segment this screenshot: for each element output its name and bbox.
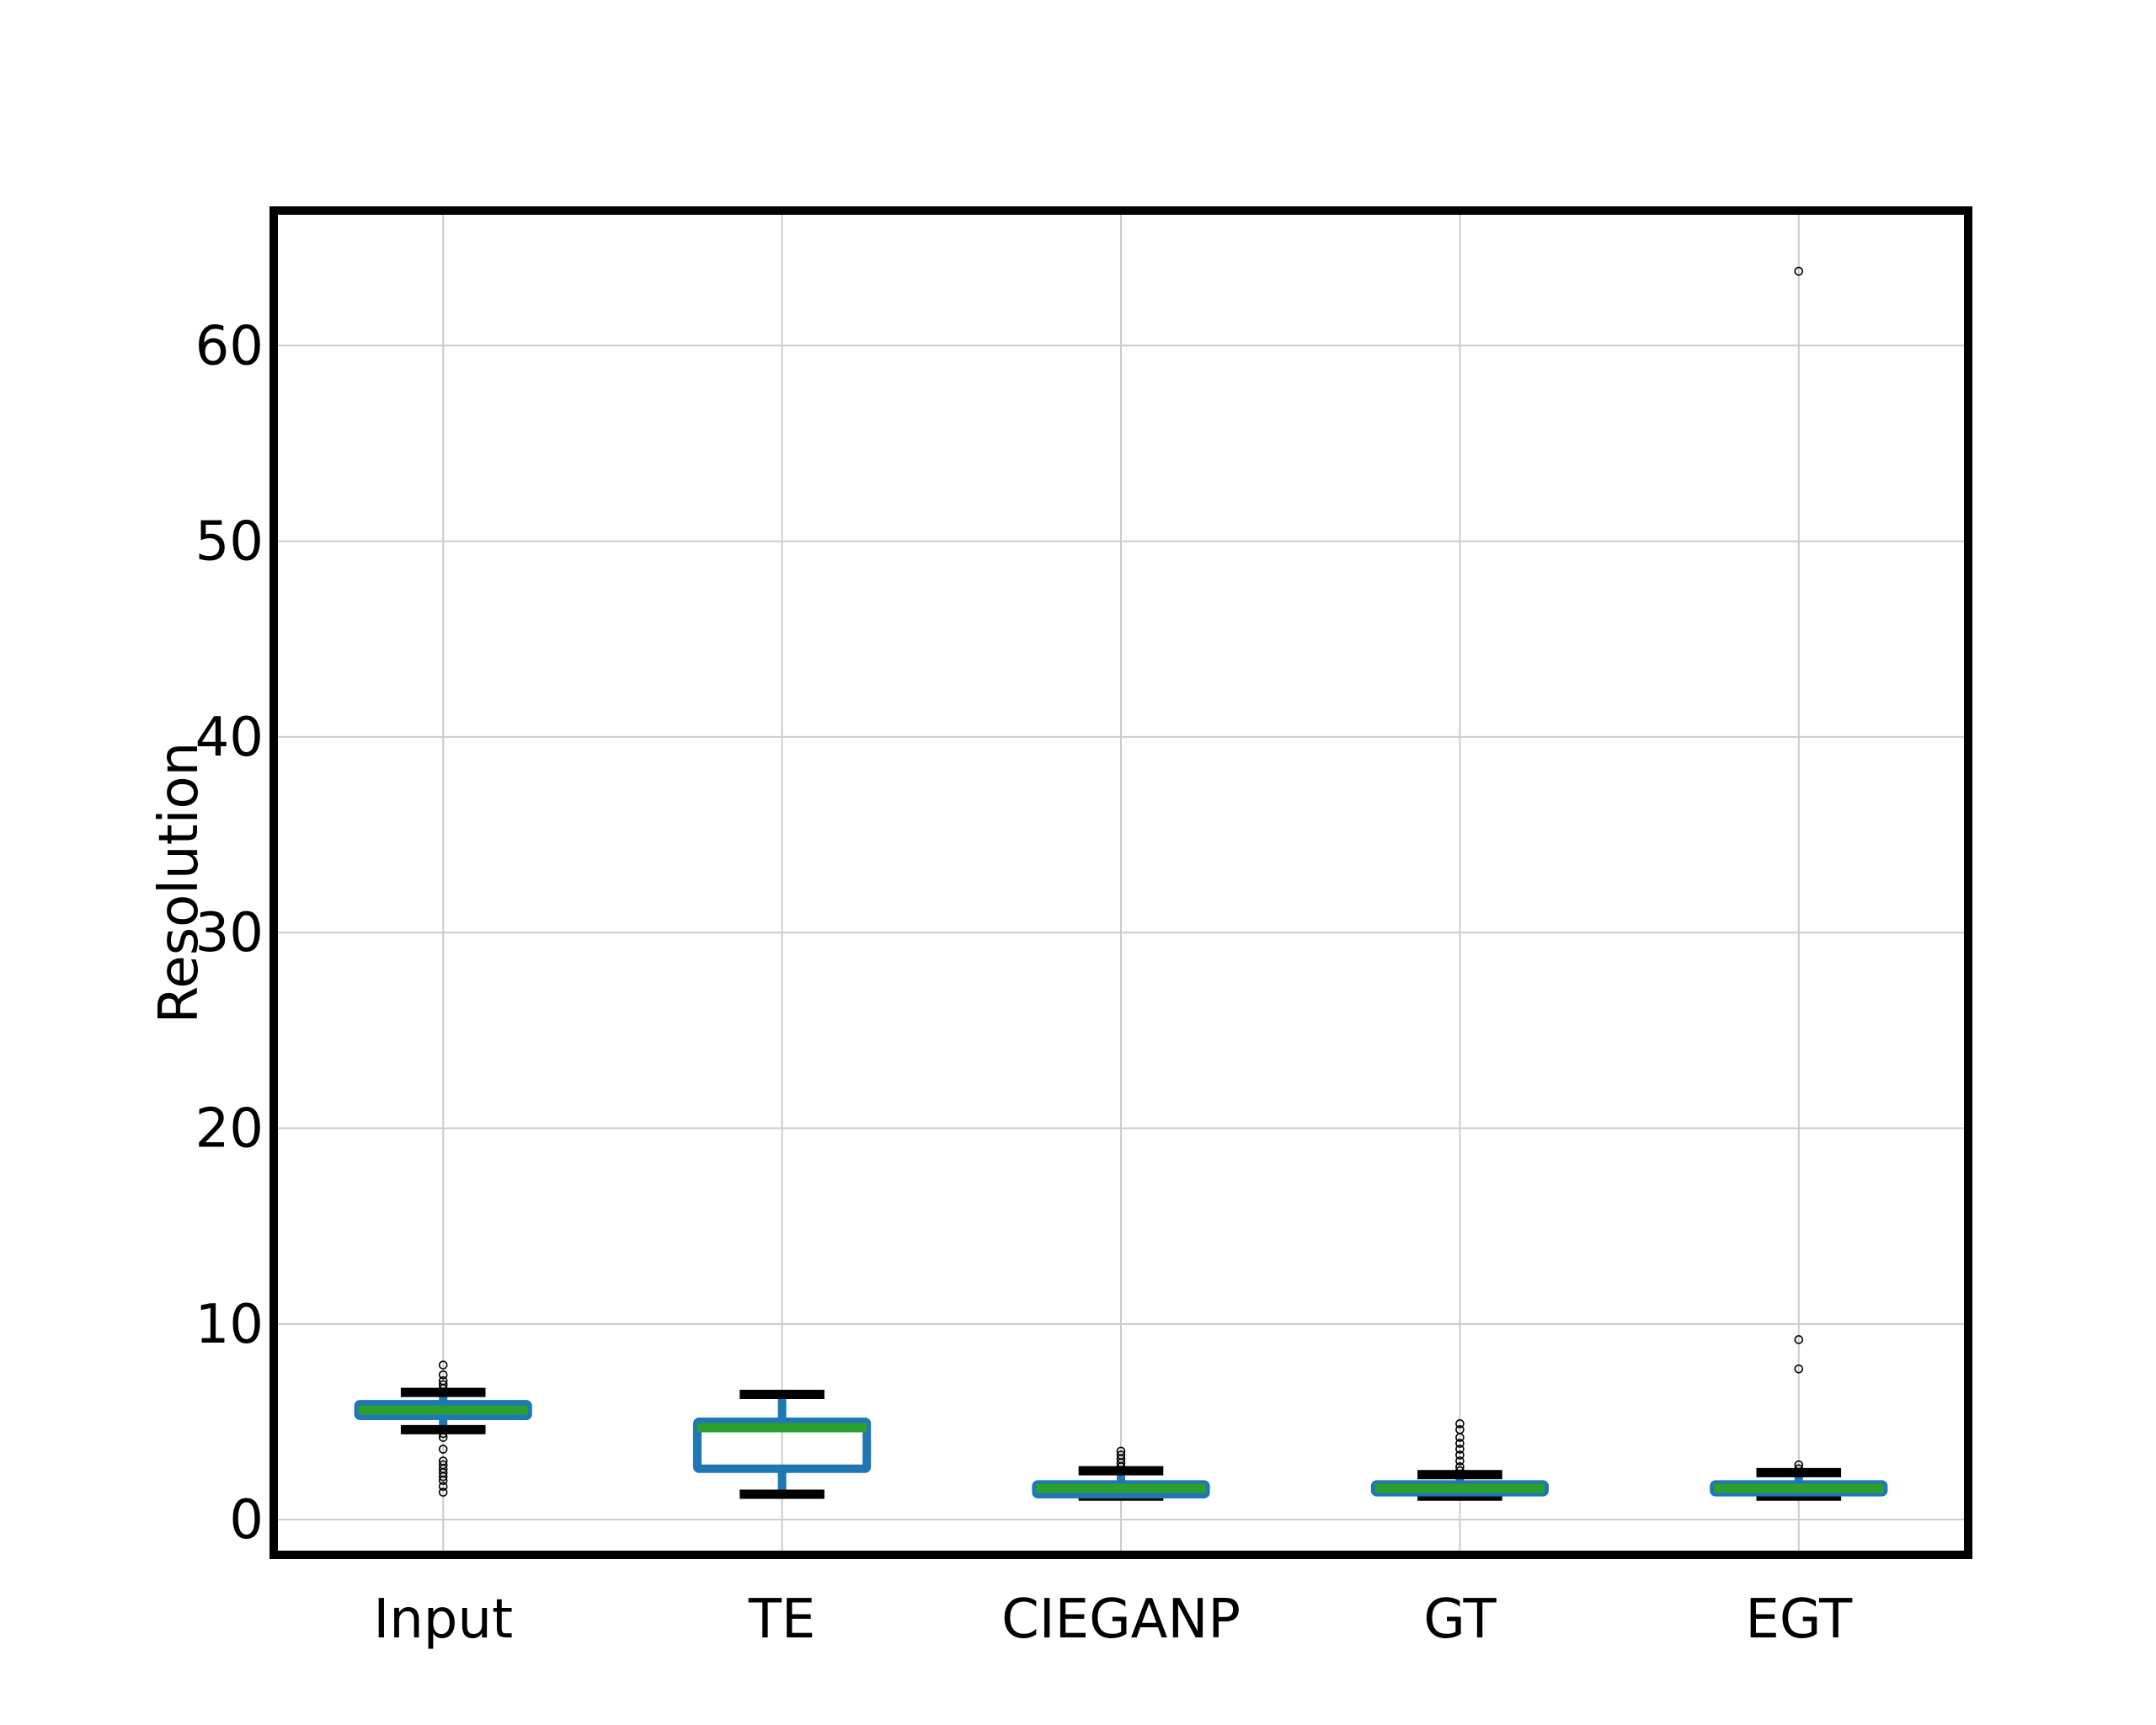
y-tick-label: 50 (195, 511, 264, 574)
outlier-point (1794, 1365, 1804, 1374)
y-tick-labels: 0 10 20 30 40 50 60 (195, 315, 264, 1551)
outlier-point (1455, 1433, 1465, 1442)
outlier-point (438, 1429, 448, 1439)
outlier-point (438, 1380, 448, 1390)
box-cieganp (1032, 1446, 1210, 1501)
plot-frame (270, 206, 1972, 1559)
y-tick-label: 0 (229, 1489, 264, 1551)
y-tick-label: 60 (195, 315, 264, 377)
box-egt (1710, 266, 1888, 1501)
x-tick-label: TE (748, 1589, 816, 1651)
y-axis-label: Resolution (148, 742, 211, 1023)
outlier-point (438, 1384, 448, 1393)
outlier-point (438, 1471, 448, 1482)
outlier-point (1455, 1450, 1465, 1460)
outlier-point (1116, 1458, 1126, 1468)
outlier-point (1455, 1462, 1465, 1471)
outlier-point (1455, 1456, 1465, 1466)
y-tick-label: 40 (195, 707, 264, 769)
outlier-point (1455, 1445, 1465, 1454)
outlier-point (438, 1370, 448, 1380)
grid-lines (274, 211, 1968, 1555)
outlier-point (1794, 266, 1804, 276)
box-input (354, 1360, 532, 1497)
x-tick-label: CIEGANP (1001, 1589, 1241, 1651)
outlier-point (438, 1482, 448, 1491)
y-tick-label: 20 (195, 1098, 264, 1161)
x-tick-label: GT (1423, 1589, 1497, 1651)
box-gt (1370, 1419, 1550, 1501)
outlier-point (1455, 1419, 1465, 1429)
box-series (354, 266, 1888, 1501)
outlier-point (438, 1445, 448, 1454)
outlier-point (1794, 1464, 1804, 1474)
y-tick-label: 10 (195, 1294, 264, 1356)
outlier-point (1455, 1439, 1465, 1448)
outlier-point (1116, 1462, 1126, 1471)
y-tick-label: 30 (195, 902, 264, 964)
x-tick-label: Input (373, 1589, 513, 1651)
outlier-point (438, 1433, 448, 1442)
outlier-point (438, 1487, 448, 1497)
outlier-point (438, 1476, 448, 1486)
x-tick-label: EGT (1745, 1589, 1853, 1651)
outlier-point (1794, 1335, 1804, 1344)
box-te (693, 1390, 872, 1499)
outlier-point (1794, 1460, 1804, 1470)
outlier-point (1455, 1466, 1465, 1476)
box-iqr (693, 1418, 872, 1473)
x-tick-labels: Input TE CIEGANP GT EGT (373, 1589, 1853, 1651)
outlier-point (438, 1360, 448, 1370)
